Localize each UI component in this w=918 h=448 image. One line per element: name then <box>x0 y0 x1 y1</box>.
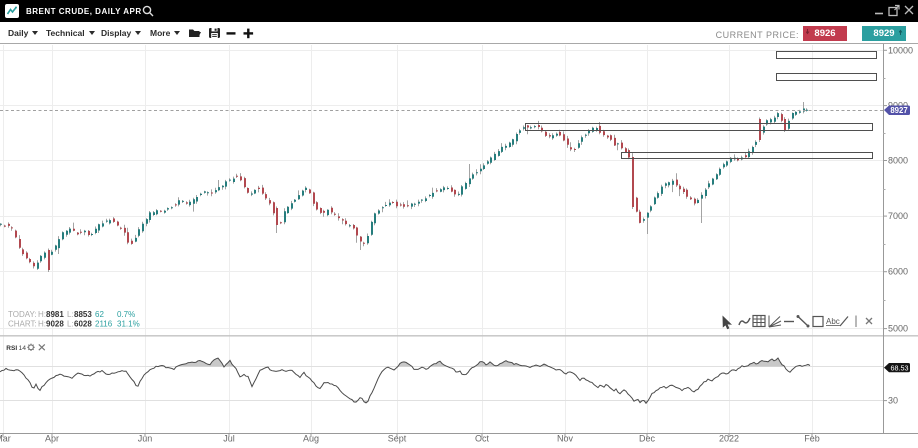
svg-text:H:: H: <box>38 320 46 329</box>
svg-text:9028: 9028 <box>46 320 64 329</box>
svg-text:8927: 8927 <box>890 106 907 115</box>
svg-text:Dec: Dec <box>639 434 656 444</box>
svg-text:Sept: Sept <box>388 434 407 444</box>
svg-text:2116: 2116 <box>95 320 113 329</box>
svg-text:7000: 7000 <box>888 211 908 221</box>
svg-text:Apr: Apr <box>45 434 59 444</box>
svg-text:8981: 8981 <box>46 310 64 319</box>
svg-text:10000: 10000 <box>888 45 913 55</box>
svg-text:8853: 8853 <box>74 310 92 319</box>
svg-text:2022: 2022 <box>719 434 739 444</box>
svg-text:30: 30 <box>888 396 898 406</box>
svg-text:6000: 6000 <box>888 267 908 277</box>
svg-text:68.53: 68.53 <box>891 363 909 372</box>
svg-text:Jun: Jun <box>138 434 153 444</box>
svg-text:6028: 6028 <box>74 320 92 329</box>
svg-text:8000: 8000 <box>888 156 908 166</box>
svg-text:62: 62 <box>95 310 104 319</box>
svg-text:TODAY:: TODAY: <box>8 310 37 319</box>
svg-text:Oct: Oct <box>475 434 490 444</box>
svg-text:Abc: Abc <box>826 317 840 326</box>
svg-text:H:: H: <box>38 310 46 319</box>
svg-text:Feb: Feb <box>804 434 820 444</box>
svg-text:Aug: Aug <box>303 434 319 444</box>
svg-text:Mar: Mar <box>0 434 11 444</box>
svg-text:5000: 5000 <box>888 324 908 334</box>
svg-text:14: 14 <box>19 345 27 352</box>
svg-text:CHART:: CHART: <box>8 320 37 329</box>
svg-text:RSI: RSI <box>6 345 17 352</box>
svg-text:0.7%: 0.7% <box>117 310 135 319</box>
svg-text:Jul: Jul <box>223 434 235 444</box>
svg-text:31.1%: 31.1% <box>117 320 140 329</box>
svg-text:L:: L: <box>67 320 74 329</box>
svg-text:L:: L: <box>67 310 74 319</box>
svg-text:Nov: Nov <box>557 434 574 444</box>
